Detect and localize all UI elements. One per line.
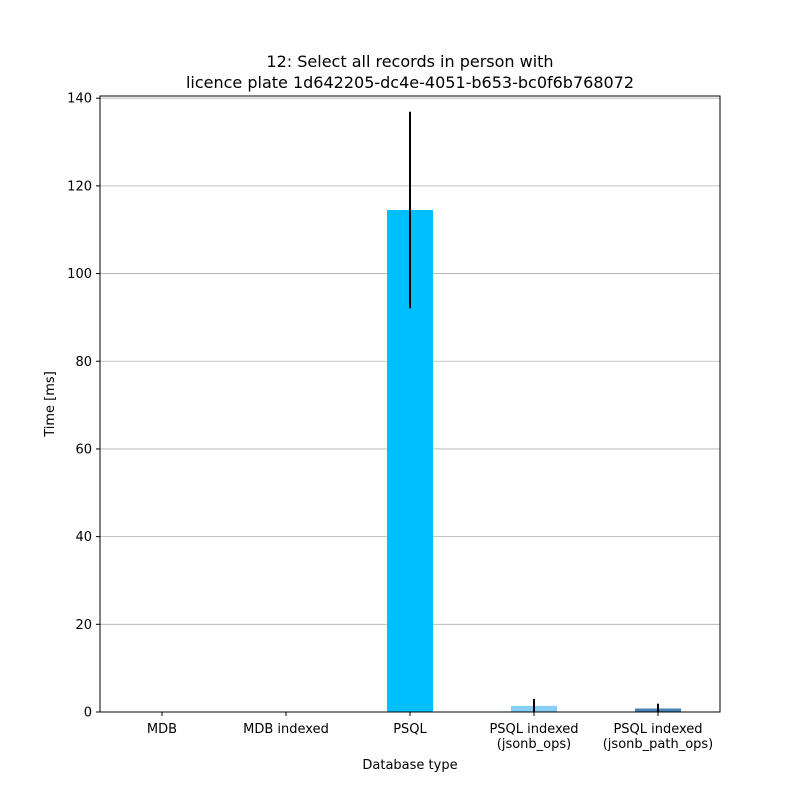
x-tick-label: MDB: [147, 722, 177, 737]
x-tick-label: PSQL indexed: [489, 722, 578, 737]
chart-title-line-1: 12: Select all records in person with: [266, 52, 553, 71]
x-tick-label: PSQL indexed: [613, 722, 702, 737]
y-tick-label: 80: [75, 355, 92, 370]
y-axis-ticks: 0 20 40 60 80 100 120 140: [67, 92, 100, 721]
y-tick-label: 0: [84, 706, 92, 721]
y-tick-label: 100: [67, 267, 92, 282]
x-tick-label: MDB indexed: [243, 722, 329, 737]
x-axis-ticks: MDB MDB indexed PSQL PSQL indexed(jsonb_ops…: [147, 712, 713, 752]
y-axis-label: Time [ms]: [43, 371, 58, 438]
y-tick-label: 140: [67, 92, 92, 107]
chart-title-line-2: licence plate 1d642205-dc4e-4051-b653-bc…: [186, 73, 634, 92]
x-tick-label: PSQL: [393, 722, 427, 737]
x-axis-label: Database type: [362, 758, 457, 773]
x-tick-label: (jsonb_ops): [497, 737, 571, 752]
x-tick-label: (jsonb_path_ops): [603, 737, 714, 752]
y-tick-label: 40: [75, 530, 92, 545]
y-tick-label: 20: [75, 618, 92, 633]
y-tick-label: 120: [67, 179, 92, 194]
y-tick-label: 60: [75, 442, 92, 457]
